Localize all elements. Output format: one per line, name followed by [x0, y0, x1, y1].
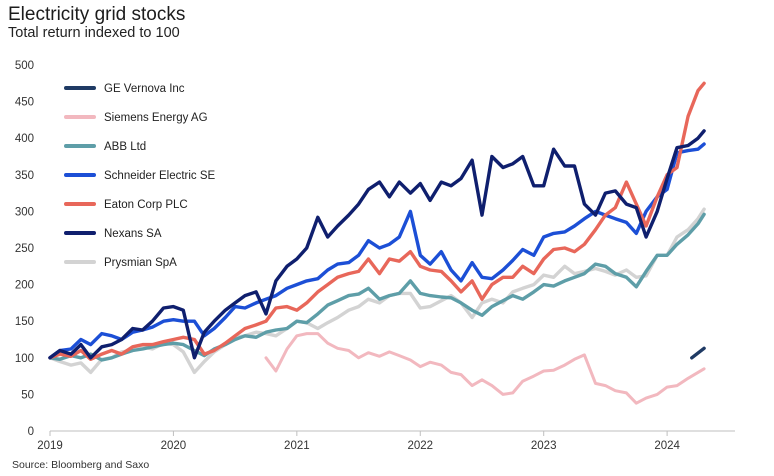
- y-tick-label: 400: [15, 133, 34, 145]
- x-tick-label: 2022: [407, 440, 433, 452]
- y-tick-label: 50: [21, 389, 34, 401]
- legend-label-prysmian-spa: Prysmian SpA: [104, 257, 177, 269]
- x-tick-label: 2019: [37, 440, 63, 452]
- axis-layer: 0 50 100 150 200 250 300 350 400 450 500 2019 2020 20…: [15, 60, 735, 452]
- series-line-nexans-sa: [48, 129, 706, 360]
- legend-label-schneider-electric-se: Schneider Electric SE: [104, 170, 216, 182]
- y-tick-label: 100: [15, 353, 34, 365]
- y-tick-label: 0: [28, 426, 34, 438]
- x-tick-label: 2024: [654, 440, 680, 452]
- y-tick-label: 450: [15, 97, 34, 109]
- series-line-siemens-energy-ag: [264, 332, 706, 405]
- series-line-ge-vernova-inc: [690, 346, 706, 360]
- series-layer: [48, 81, 706, 405]
- y-tick-label: 500: [15, 60, 34, 72]
- source-note: Source: Bloomberg and Saxo: [12, 459, 150, 471]
- x-tick-label: 2021: [284, 440, 310, 452]
- y-tick-label: 200: [15, 280, 34, 292]
- legend-label-nexans-sa: Nexans SA: [104, 228, 162, 240]
- y-tick-label: 350: [15, 170, 34, 182]
- x-tick-label: 2020: [161, 440, 187, 452]
- series-line-eaton-corp-plc: [48, 81, 706, 361]
- legend-label-abb-ltd: ABB Ltd: [104, 141, 146, 153]
- y-tick-label: 300: [15, 206, 34, 218]
- series-line-abb-ltd: [48, 212, 706, 362]
- series-line-schneider-electric-se: [48, 142, 706, 360]
- legend-label-ge-vernova-inc: GE Vernova Inc: [104, 83, 185, 95]
- legend-label-siemens-energy-ag: Siemens Energy AG: [104, 112, 208, 124]
- y-tick-label: 150: [15, 316, 34, 328]
- legend: GE Vernova Inc Siemens Energy AG ABB Ltd Sc…: [64, 83, 216, 269]
- legend-label-eaton-corp-plc: Eaton Corp PLC: [104, 199, 188, 211]
- chart-title: Electricity grid stocks: [8, 4, 186, 25]
- x-tick-label: 2023: [531, 440, 557, 452]
- y-tick-label: 250: [15, 243, 34, 255]
- chart-subtitle: Total return indexed to 100: [8, 25, 180, 41]
